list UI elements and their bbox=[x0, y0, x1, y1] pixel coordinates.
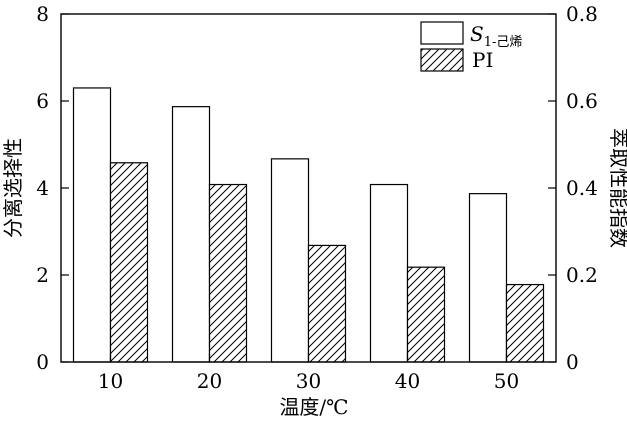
legend: S1-己烯 PI bbox=[420, 21, 522, 72]
bar-s-selectivity bbox=[468, 193, 508, 363]
x-tick-label: 20 bbox=[197, 369, 222, 393]
legend-label-s-sub: 1-己烯 bbox=[484, 35, 523, 50]
legend-swatch-pi bbox=[420, 48, 464, 72]
y-axis-right-title: 萃取性能指数 bbox=[607, 128, 627, 248]
y-right-tick-label: 0.4 bbox=[566, 176, 598, 200]
bars-group bbox=[72, 87, 545, 363]
legend-label-s: S1-己烯 bbox=[470, 22, 522, 50]
legend-swatch-s bbox=[420, 21, 464, 45]
axes-group: 0 2 4 6 8 0 0.2 0.4 0.6 0.8 10 20 30 40 50 bbox=[36, 2, 598, 393]
x-tick-label: 50 bbox=[494, 369, 519, 393]
y-left-tick-label: 2 bbox=[36, 263, 49, 287]
legend-label-pi: PI bbox=[472, 48, 493, 72]
x-tick-label: 40 bbox=[395, 369, 420, 393]
x-tick-label: 30 bbox=[296, 369, 321, 393]
x-axis-title: 温度/℃ bbox=[279, 395, 348, 419]
bar-pi bbox=[307, 244, 347, 363]
y-axis-left-title: 分离选择性 bbox=[1, 138, 25, 238]
y-right-tick-label: 0.6 bbox=[566, 89, 598, 113]
bar-s-selectivity bbox=[369, 183, 409, 363]
x-tick-label: 10 bbox=[98, 369, 123, 393]
y-left-tick-label: 8 bbox=[36, 2, 49, 26]
y-right-tick-label: 0.8 bbox=[566, 2, 598, 26]
y-left-tick-label: 4 bbox=[36, 176, 49, 200]
y-right-tick-label: 0.2 bbox=[566, 263, 598, 287]
y-left-tick-label: 0 bbox=[36, 350, 49, 374]
bar-pi bbox=[109, 162, 149, 363]
bar-pi bbox=[505, 283, 545, 363]
bar-s-selectivity bbox=[270, 158, 310, 363]
bar-s-selectivity bbox=[72, 87, 112, 363]
bar-pi bbox=[406, 266, 446, 363]
y-right-tick-label: 0 bbox=[566, 350, 579, 374]
y-left-tick-label: 6 bbox=[36, 89, 49, 113]
bar-pi bbox=[208, 183, 248, 363]
bar-s-selectivity bbox=[171, 106, 211, 363]
legend-label-s-main: S bbox=[470, 22, 484, 46]
